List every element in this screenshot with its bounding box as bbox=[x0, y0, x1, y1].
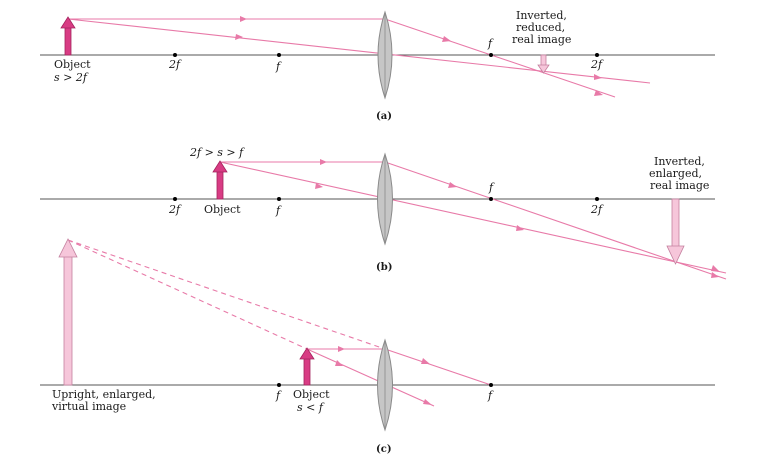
center-ray bbox=[219, 161, 727, 274]
focal-label: f bbox=[275, 389, 282, 402]
ray-direction-arrow bbox=[594, 74, 602, 80]
ray-direction-arrow bbox=[240, 16, 247, 22]
focal-point bbox=[489, 383, 493, 387]
object-label: Object bbox=[293, 388, 330, 401]
center-ray bbox=[306, 348, 435, 407]
panel-caption: (c) bbox=[376, 444, 392, 455]
two-f-label: 2f bbox=[168, 58, 182, 71]
focal-point bbox=[489, 53, 493, 57]
object-condition: s < f bbox=[297, 401, 325, 414]
image-arrow bbox=[58, 238, 78, 386]
ray-direction-arrow bbox=[448, 182, 457, 188]
ray-direction-arrow bbox=[235, 34, 243, 40]
focal-point bbox=[489, 197, 493, 201]
two-f-point bbox=[595, 197, 599, 201]
ray-direction-arrow bbox=[421, 358, 430, 364]
image-description-line: reduced, bbox=[516, 21, 565, 34]
ray-direction-arrow bbox=[335, 360, 343, 366]
object-arrow bbox=[299, 347, 315, 386]
panel-b: 2f Object f f 2f 2f > s > f Inverted, en… bbox=[40, 146, 727, 280]
two-f-point bbox=[173, 53, 177, 57]
two-f-point bbox=[173, 197, 177, 201]
object-condition: 2f > s > f bbox=[189, 146, 245, 159]
ray-direction-arrow bbox=[711, 265, 720, 272]
image-description-line: Inverted, bbox=[516, 9, 567, 22]
center-ray bbox=[67, 18, 651, 84]
focal-label: f bbox=[487, 389, 494, 402]
refracted-focal-ray bbox=[384, 348, 492, 386]
virtual-extension-ray bbox=[67, 239, 308, 350]
image-description-line: enlarged, bbox=[649, 167, 702, 180]
image-description: Inverted, enlarged, real image bbox=[649, 155, 709, 192]
ray-direction-arrow bbox=[338, 346, 345, 352]
ray-direction-arrow bbox=[594, 90, 603, 96]
ray-direction-arrow bbox=[320, 159, 327, 165]
object-arrow bbox=[212, 160, 228, 200]
image-description-line: Inverted, bbox=[654, 155, 705, 168]
panel-caption: (a) bbox=[376, 111, 392, 122]
focal-point bbox=[277, 197, 281, 201]
refracted-focal-ray bbox=[384, 161, 727, 280]
focal-label: f bbox=[275, 60, 282, 73]
image-description-line: Upright, enlarged, bbox=[52, 388, 156, 401]
refracted-focal-ray bbox=[384, 18, 616, 98]
focal-point bbox=[277, 383, 281, 387]
image-description-line: real image bbox=[512, 33, 571, 46]
object-arrow bbox=[60, 16, 76, 56]
ray-direction-arrow bbox=[442, 36, 451, 42]
image-arrow bbox=[666, 198, 685, 265]
image-arrow bbox=[537, 54, 550, 74]
two-f-point bbox=[595, 53, 599, 57]
image-description: Inverted, reduced, real image bbox=[512, 9, 571, 46]
ray-direction-arrow bbox=[711, 272, 719, 278]
object-label: Object bbox=[54, 58, 91, 71]
image-description: Upright, enlarged, virtual image bbox=[51, 388, 159, 413]
focal-label: f bbox=[488, 181, 495, 194]
panel-a: 2f f f 2f Object s > 2f Inverted, reduce… bbox=[40, 9, 715, 122]
focal-label: f bbox=[275, 204, 282, 217]
two-f-label: 2f bbox=[590, 58, 604, 71]
virtual-extension-ray bbox=[67, 239, 386, 350]
image-description-line: virtual image bbox=[51, 400, 126, 413]
panel-caption: (b) bbox=[376, 262, 392, 273]
two-f-label: 2f bbox=[168, 203, 182, 216]
object-condition: s > 2f bbox=[54, 71, 89, 84]
object-label: Object bbox=[204, 203, 241, 216]
ray-direction-arrow bbox=[516, 225, 524, 231]
two-f-label: 2f bbox=[590, 203, 604, 216]
image-description-line: real image bbox=[650, 179, 709, 192]
ray-direction-arrow bbox=[315, 183, 323, 189]
panel-c: f f Object s < f Upright, enlarged, virt… bbox=[40, 238, 715, 455]
focal-label: f bbox=[487, 37, 494, 50]
ray-direction-arrow bbox=[423, 399, 432, 405]
focal-point bbox=[277, 53, 281, 57]
